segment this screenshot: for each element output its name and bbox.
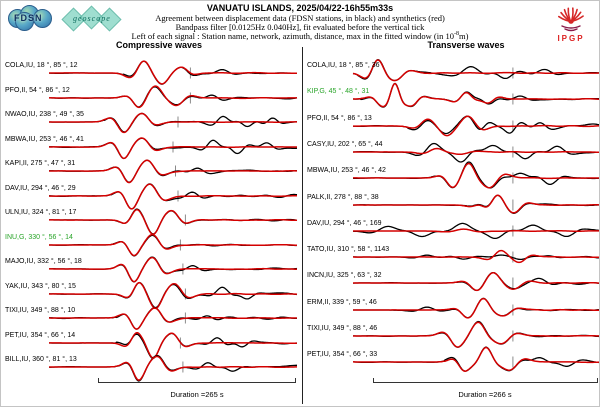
station-label: NWAO,IU, 238 °, 49 °, 35 [5,111,84,118]
synthetic-trace-red [353,249,599,264]
synthetic-trace-red [49,84,297,108]
station-label: KAPI,II, 275 °, 47 °, 31 [5,160,76,167]
synthetic-trace-red [49,281,298,309]
station-label: COLA,IU, 18 °, 85 °, 12 [5,62,78,69]
geoscope-logo-text: geoscope [73,14,111,23]
station-label: PET,IU, 354 °, 66 °, 14 [5,331,76,339]
synthetic-trace-red [353,228,599,233]
station-label: ULN,IU, 324 °, 81 °, 17 [5,209,77,216]
duration-label-transverse: Duration =266 s [458,390,512,399]
duration-label-compressive: Duration =265 s [170,390,224,399]
synthetic-trace-red [49,208,298,236]
station-label: DAV,IU, 294 °, 46 °, 29 [5,184,76,192]
synthetic-trace-red [49,136,297,159]
data-trace-black [353,346,599,373]
synthetic-trace-red [353,115,599,136]
station-label: YAK,IU, 343 °, 80 °, 15 [5,282,76,290]
station-label: PFO,II, 54 °, 86 °, 12 [5,86,70,94]
waveform-trace [49,159,298,184]
station-label: DAV,IU, 294 °, 46 °, 169 [307,219,382,227]
waveform-trace [352,115,599,136]
figure-subtitle-2: Bandpass filter [0.0125Hz 0.040Hz], fit … [175,22,425,32]
waveform-trace [353,249,599,264]
synthetic-trace-red [49,182,297,210]
panel-divider [302,47,303,404]
duration-bracket-compressive [98,378,296,383]
synthetic-trace-red [49,307,297,330]
synthetic-trace-red [49,233,297,256]
figure-subtitle-3: Left of each signal : Station name, netw… [131,31,469,41]
synthetic-trace-red [353,272,599,292]
waveform-trace [49,60,297,85]
synthetic-trace-red [353,194,599,214]
panel-title-compressive: Compressive waves [115,40,203,50]
station-label: TATO,IU, 310 °, 58 °, 1143 [307,246,390,254]
waveform-trace [353,320,599,348]
ipgp-logo: IPGP [551,4,591,46]
fdsn-logo: FDSN [8,5,58,31]
data-trace-black [352,222,599,239]
figure-subtitle-1: Agreement between displacement data (FDS… [155,13,445,23]
waveform-trace [49,182,298,210]
synthetic-trace-red [352,59,599,82]
synthetic-trace-red [49,355,297,381]
synthetic-trace-red [353,83,599,108]
waveform-trace [49,112,298,134]
synthetic-trace-red [49,159,297,184]
station-label: TIXI,IU, 349 °, 88 °, 46 [307,325,378,332]
synthetic-trace-red [49,331,297,359]
waveform-trace [353,83,599,109]
synthetic-trace-red [353,297,599,319]
ipgp-logo-text: IPGP [557,34,585,43]
ipgp-rays-icon [557,7,584,32]
fdsn-globe-icon [15,12,34,31]
waveform-trace [353,272,599,292]
fdsn-logo-text: FDSN [14,13,43,23]
station-label: TIXI,IU, 349 °, 88 °, 10 [5,307,76,314]
station-label: MBWA,IU, 253 °, 46 °, 41 [5,135,84,143]
synthetic-trace-red [353,147,599,155]
station-label: INU,G, 330 °, 56 °, 14 [5,233,73,241]
station-label: INCN,IU, 325 °, 63 °, 32 [307,272,382,280]
waveform-trace [352,59,599,82]
waveform-trace [49,84,298,108]
data-trace-black [49,354,297,382]
synthetic-trace-red [49,256,298,283]
waveform-trace [353,194,599,214]
station-label: PALK,II, 278 °, 88 °, 38 [307,193,379,201]
waveform-trace [49,136,298,159]
duration-bracket-transverse [373,378,598,383]
geoscope-logo: geoscope [61,5,125,32]
waveform-trace [48,281,298,309]
waveform-trace [353,142,599,163]
station-label: COLA,IU, 18 °, 85 °, 36 [307,62,380,69]
waveform-trace [353,161,599,189]
station-label: KIP,G, 45 °, 48 °, 31 [307,88,370,96]
waveform-trace [353,346,599,373]
waveform-trace [352,222,599,239]
station-label: MBWA,IU, 253 °, 46 °, 42 [307,167,386,175]
synthetic-trace-red [353,347,599,373]
waveform-trace [49,354,297,382]
station-label: PFO,II, 54 °, 86 °, 13 [307,114,372,122]
synthetic-trace-red [49,112,297,134]
waveform-trace [353,297,599,319]
station-label: MAJO,IU, 332 °, 56 °, 18 [5,258,82,265]
synthetic-trace-red [49,60,297,85]
waveform-trace [49,233,297,256]
station-label: ERM,II, 339 °, 59 °, 46 [307,298,377,306]
figure-title: VANUATU ISLANDS, 2025/04/22-16h55m33s [206,3,394,13]
waveform-trace [49,256,298,283]
synthetic-trace-red [353,321,599,348]
panel-title-transverse: Transverse waves [427,40,505,50]
synthetic-trace-red [353,162,599,189]
station-label: PET,IU, 354 °, 66 °, 33 [307,351,378,359]
waveform-trace [48,307,297,330]
waveform-trace [49,331,297,359]
station-label: CASY,IU, 202 °, 65 °, 44 [307,140,383,148]
station-label: BILL,IU, 360 °, 81 °, 13 [5,356,77,363]
waveform-trace [49,208,298,236]
